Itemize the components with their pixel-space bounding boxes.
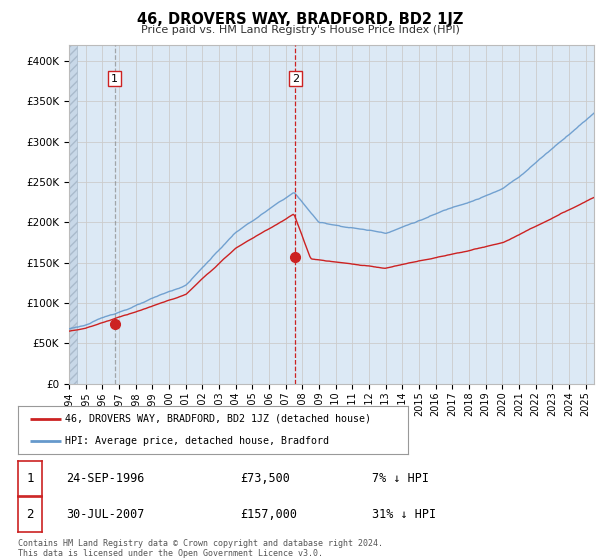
Text: 1: 1 <box>26 472 34 485</box>
Text: 2: 2 <box>292 74 299 83</box>
Text: 30-JUL-2007: 30-JUL-2007 <box>66 508 145 521</box>
Text: £157,000: £157,000 <box>240 508 297 521</box>
Text: 24-SEP-1996: 24-SEP-1996 <box>66 472 145 485</box>
Text: Price paid vs. HM Land Registry's House Price Index (HPI): Price paid vs. HM Land Registry's House … <box>140 25 460 35</box>
Text: 7% ↓ HPI: 7% ↓ HPI <box>372 472 429 485</box>
Text: 1: 1 <box>111 74 118 83</box>
Text: Contains HM Land Registry data © Crown copyright and database right 2024.
This d: Contains HM Land Registry data © Crown c… <box>18 539 383 558</box>
Text: 31% ↓ HPI: 31% ↓ HPI <box>372 508 436 521</box>
Polygon shape <box>69 45 77 384</box>
Text: 46, DROVERS WAY, BRADFORD, BD2 1JZ: 46, DROVERS WAY, BRADFORD, BD2 1JZ <box>137 12 463 27</box>
Text: £73,500: £73,500 <box>240 472 290 485</box>
Text: 2: 2 <box>26 508 34 521</box>
Text: HPI: Average price, detached house, Bradford: HPI: Average price, detached house, Brad… <box>65 436 329 446</box>
Text: 46, DROVERS WAY, BRADFORD, BD2 1JZ (detached house): 46, DROVERS WAY, BRADFORD, BD2 1JZ (deta… <box>65 414 371 424</box>
